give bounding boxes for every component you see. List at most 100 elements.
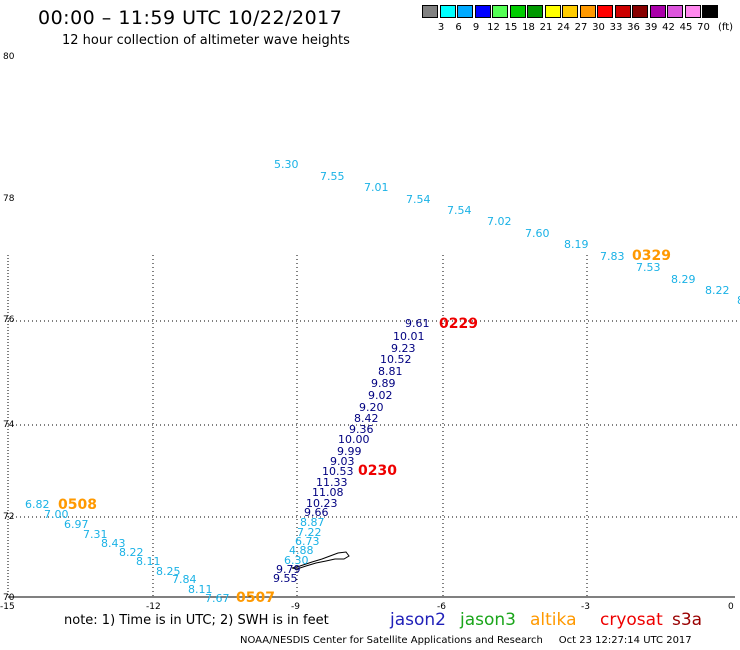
legend-jason3: jason3 bbox=[460, 610, 516, 630]
colorbar-label: 45 bbox=[679, 22, 693, 33]
wave-height-label: 8.22 bbox=[119, 546, 144, 559]
colorbar-label: 42 bbox=[662, 22, 675, 33]
wave-height-label: 8 bbox=[737, 294, 740, 307]
wave-height-label: 9.20 bbox=[359, 401, 384, 414]
colorbar-swatch bbox=[457, 5, 473, 18]
colorbar-swatch bbox=[509, 5, 526, 18]
track-altika-west: 6.827.006.977.318.438.228.118.257.848.11… bbox=[25, 498, 230, 605]
pass-time-label: 0329 bbox=[632, 248, 671, 264]
colorbar-label: 21 bbox=[539, 22, 553, 33]
colorbar-label: 15 bbox=[504, 22, 518, 33]
wave-height-label: 7.67 bbox=[205, 592, 230, 605]
wave-height-label: 9.23 bbox=[391, 342, 416, 355]
wave-height-label: 7.53 bbox=[636, 261, 661, 274]
wave-height-label: 10.53 bbox=[322, 465, 354, 478]
colorbar-label: 12 bbox=[487, 22, 500, 33]
wave-height-label: 7.54 bbox=[406, 193, 431, 206]
wave-height-label: 11.08 bbox=[312, 486, 344, 499]
wave-height-label: 7.83 bbox=[600, 250, 625, 263]
track-altika-center: 8.87 6.737.22 4.886.30 bbox=[284, 516, 325, 567]
colorbar-swatch bbox=[614, 5, 631, 18]
wave-height-label: 7.01 bbox=[364, 181, 389, 194]
wave-height-label: 8.29 bbox=[671, 273, 696, 286]
wave-height-label: 8.43 bbox=[101, 537, 126, 550]
colorbar-label: 70 bbox=[697, 22, 710, 33]
pass-time-label: 0230 bbox=[358, 463, 397, 479]
wave-height-label: 9.03 bbox=[330, 455, 355, 468]
wave-height-label: 10.00 bbox=[338, 433, 370, 446]
wave-height-label: 9.89 bbox=[371, 377, 396, 390]
wave-height-label: 10.01 bbox=[393, 330, 425, 343]
lat-label-78: 78 bbox=[3, 194, 15, 204]
colorbar-label: 27 bbox=[574, 22, 588, 33]
colorbar-unit: (ft) bbox=[718, 22, 734, 33]
colorbar-swatch bbox=[422, 5, 438, 18]
note-text: note: 1) Time is in UTC; 2) SWH is in fe… bbox=[64, 613, 329, 628]
jan-mayen-island bbox=[291, 551, 350, 570]
track-jason2-center: 9.6110.019.2310.528.819.899.029.208.429.… bbox=[304, 317, 430, 519]
wave-height-label: 8.25 bbox=[156, 565, 181, 578]
wave-height-label: 7.54 bbox=[447, 204, 472, 217]
wave-height-label: 9.79 bbox=[276, 563, 301, 576]
wave-height-label: 9.99 bbox=[337, 445, 362, 458]
lon-label-0: 0 bbox=[728, 602, 734, 612]
page-title: 00:00 – 11:59 UTC 10/22/2017 bbox=[38, 7, 343, 29]
wave-height-label: 8.19 bbox=[564, 238, 589, 251]
wave-height-label: 6.30 bbox=[284, 554, 309, 567]
wave-height-label: 7.22 bbox=[297, 526, 322, 539]
legend-altika: altika bbox=[530, 610, 577, 630]
map-grid bbox=[8, 255, 740, 597]
lat-label-80: 80 bbox=[3, 52, 15, 62]
track-altika-north: 5.30 7.55 7.01 7.54 7.54 7.02 7.60 8.19 7.83 7.53… bbox=[274, 158, 740, 307]
lon-label-minus9: -9 bbox=[291, 602, 300, 612]
lat-label-70: 70 bbox=[3, 593, 15, 603]
lat-label-76: 76 bbox=[3, 315, 15, 325]
colorbar-label: 3 bbox=[437, 22, 445, 33]
colorbar-swatch bbox=[667, 5, 683, 18]
lon-label-minus3: -3 bbox=[581, 602, 590, 612]
wave-height-label: 6.82 bbox=[25, 498, 50, 511]
colorbar-swatch bbox=[702, 5, 718, 18]
colorbar-label: 33 bbox=[609, 22, 623, 33]
colorbar-label: 9 bbox=[472, 22, 480, 33]
wave-height-label: 6.73 bbox=[295, 535, 320, 548]
colorbar-swatch bbox=[544, 5, 561, 18]
pass-time-label: 0229 bbox=[439, 316, 478, 332]
wave-height-label: 9.02 bbox=[368, 389, 393, 402]
wave-height-label: 7.31 bbox=[83, 528, 108, 541]
lon-label-minus15: -15 bbox=[0, 602, 15, 612]
wave-height-label: 7.84 bbox=[172, 573, 197, 586]
legend-cryosat: cryosat bbox=[600, 610, 663, 630]
legend-s3a: s3a bbox=[672, 610, 703, 630]
colorbar-swatch bbox=[474, 5, 491, 18]
colorbar-label: 36 bbox=[627, 22, 640, 33]
colorbar-swatch bbox=[527, 5, 543, 18]
wave-height-label: 8.87 bbox=[300, 516, 325, 529]
lon-label-minus12: -12 bbox=[146, 602, 161, 612]
wave-height-label: 8.81 bbox=[378, 365, 403, 378]
wave-height-label: 8.42 bbox=[354, 412, 379, 425]
colorbar-label: 18 bbox=[522, 22, 535, 33]
wave-height-label: 7.60 bbox=[525, 227, 550, 240]
track-jason2-bottom: 9.799.55 bbox=[273, 563, 301, 585]
wave-height-label: 5.30 bbox=[274, 158, 299, 171]
colorbar-label: 39 bbox=[644, 22, 658, 33]
colorbar-swatch bbox=[649, 5, 666, 18]
pass-time-labels: 0329 0229 0230 0508 0507 bbox=[58, 248, 671, 606]
colorbar-swatch bbox=[632, 5, 648, 18]
wave-height-label: 10.52 bbox=[380, 353, 412, 366]
colorbar-swatch bbox=[579, 5, 596, 18]
wave-height-label: 8.11 bbox=[136, 555, 161, 568]
wave-height-label: 7.02 bbox=[487, 215, 512, 228]
colorbar-swatch bbox=[492, 5, 508, 18]
wave-height-label: 8.11 bbox=[188, 583, 213, 596]
colorbar-swatch bbox=[597, 5, 613, 18]
wave-height-label: 9.66 bbox=[304, 506, 329, 519]
wave-height-label: 9.36 bbox=[349, 423, 374, 436]
wave-height-label: 7.00 bbox=[44, 508, 69, 521]
pass-time-label: 0507 bbox=[236, 590, 275, 606]
pass-time-label: 0508 bbox=[58, 497, 97, 513]
lon-label-minus6: -6 bbox=[437, 602, 446, 612]
lat-label-74: 74 bbox=[3, 420, 15, 430]
